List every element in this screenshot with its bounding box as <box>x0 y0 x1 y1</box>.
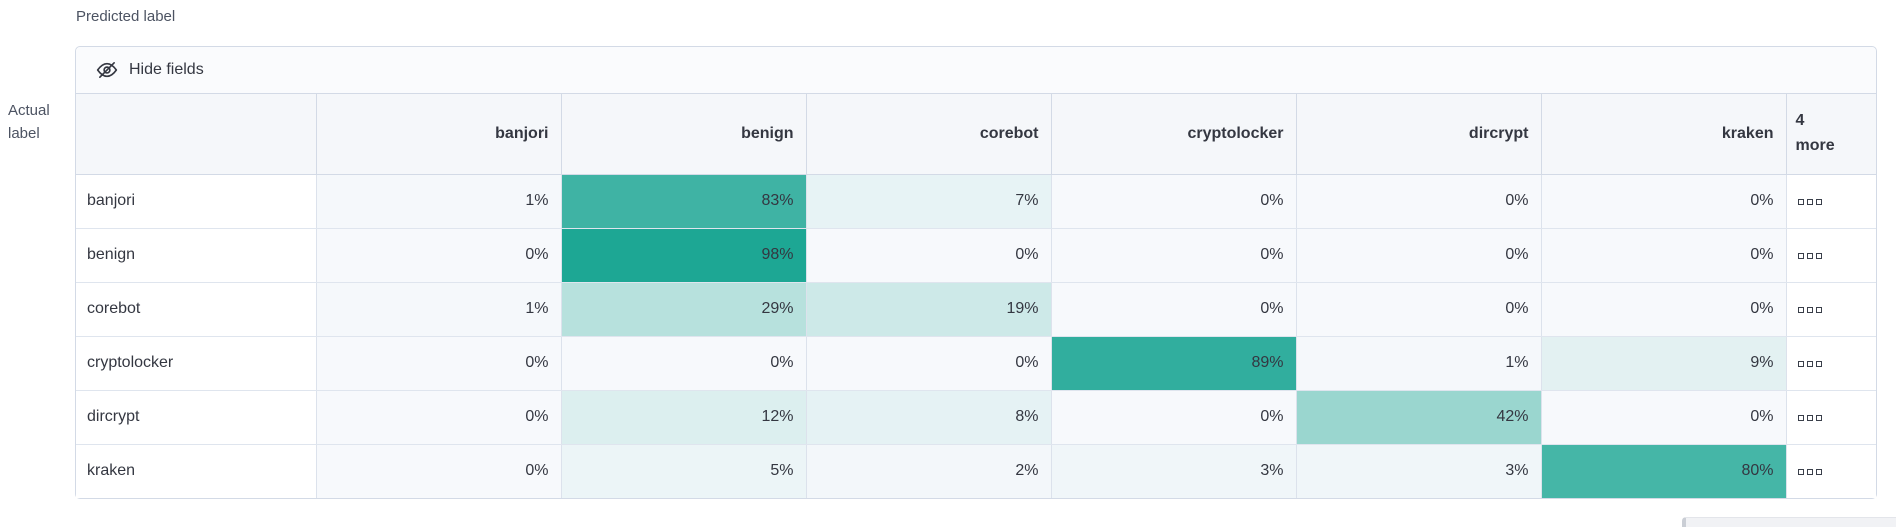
matrix-cell: 2% <box>805 444 1051 498</box>
matrix-cell: 0% <box>315 444 561 498</box>
matrix-cell: 3% <box>1050 444 1296 498</box>
matrix-cell: 80% <box>1540 444 1786 498</box>
matrix-cell: 0% <box>1295 174 1541 229</box>
matrix-cell: 3% <box>1295 444 1541 498</box>
hide-fields-label: Hide fields <box>129 61 204 78</box>
matrix-cell: 1% <box>315 174 561 229</box>
matrix-cell: 0% <box>1540 228 1786 283</box>
more-columns-cell[interactable] <box>1785 174 1876 229</box>
matrix-cell: 0% <box>1295 228 1541 283</box>
boxes-horizontal-icon <box>1797 415 1822 421</box>
matrix-cell: 83% <box>560 174 806 229</box>
boxes-horizontal-icon <box>1797 469 1822 476</box>
column-header-cryptolocker[interactable]: cryptolocker <box>1050 94 1296 175</box>
more-columns-cell[interactable] <box>1785 336 1876 391</box>
matrix-cell: 0% <box>1540 390 1786 445</box>
matrix-cell: 98% <box>560 228 806 283</box>
hide-fields-button[interactable]: Hide fields <box>76 47 1876 94</box>
matrix-cell: 0% <box>1295 282 1541 337</box>
confusion-matrix-panel: Hide fields banjori benign corebot cryptolo… <box>75 46 1877 499</box>
boxes-horizontal-icon <box>1797 361 1822 367</box>
actual-label: Actual label <box>8 102 50 142</box>
matrix-cell: 42% <box>1295 390 1541 445</box>
row-label-cell: dircrypt <box>76 390 316 445</box>
matrix-cell: 7% <box>805 174 1051 229</box>
matrix-cell: 0% <box>1050 228 1296 283</box>
boxes-horizontal-icon <box>1797 307 1822 313</box>
matrix-cell: 8% <box>805 390 1051 445</box>
matrix-row-banjori: banjori 1% 83% 7% 0% 0% 0% <box>76 174 1876 229</box>
matrix-cell: 1% <box>1295 336 1541 391</box>
matrix-cell: 29% <box>560 282 806 337</box>
more-columns-header[interactable]: 4 more <box>1785 94 1876 175</box>
boxes-horizontal-icon <box>1797 253 1822 259</box>
more-columns-cell[interactable] <box>1785 390 1876 445</box>
matrix-row-cryptolocker: cryptolocker 0% 0% 0% 89% 1% 9% <box>76 336 1876 391</box>
matrix-cell: 0% <box>1540 174 1786 229</box>
matrix-row-corebot: corebot 1% 29% 19% 0% 0% 0% <box>76 282 1876 337</box>
matrix-cell: 12% <box>560 390 806 445</box>
column-header-kraken[interactable]: kraken <box>1540 94 1786 175</box>
column-header-banjori[interactable]: banjori <box>315 94 561 175</box>
more-columns-cell[interactable] <box>1785 282 1876 337</box>
column-header-dircrypt[interactable]: dircrypt <box>1295 94 1541 175</box>
matrix-row-kraken: kraken 0% 5% 2% 3% 3% 80% <box>76 444 1876 498</box>
matrix-body: banjori 1% 83% 7% 0% 0% 0% benign 0% 98% 0% 0% 0% 0% c… <box>76 174 1876 498</box>
matrix-cell: 0% <box>315 228 561 283</box>
matrix-cell: 0% <box>315 336 561 391</box>
eye-closed-icon <box>96 59 118 81</box>
column-header-benign[interactable]: benign <box>560 94 806 175</box>
matrix-cell: 0% <box>315 390 561 445</box>
row-label-cell: corebot <box>76 282 316 337</box>
matrix-cell: 89% <box>1050 336 1296 391</box>
matrix-row-benign: benign 0% 98% 0% 0% 0% 0% <box>76 228 1876 283</box>
header-row: banjori benign corebot cryptolocker dircrypt… <box>76 94 1876 175</box>
row-label-cell: cryptolocker <box>76 336 316 391</box>
matrix-cell: 9% <box>1540 336 1786 391</box>
more-columns-cell[interactable] <box>1785 228 1876 283</box>
row-label-cell: kraken <box>76 444 316 498</box>
confusion-matrix-table: banjori benign corebot cryptolocker dircrypt… <box>76 94 1876 498</box>
row-label-cell: benign <box>76 228 316 283</box>
column-header-corebot[interactable]: corebot <box>805 94 1051 175</box>
matrix-cell: 0% <box>1050 390 1296 445</box>
matrix-cell: 0% <box>560 336 806 391</box>
matrix-cell: 0% <box>1050 282 1296 337</box>
corner-cell <box>76 94 316 175</box>
predicted-label: Predicted label <box>76 8 176 25</box>
matrix-cell: 0% <box>805 228 1051 283</box>
row-label-cell: banjori <box>76 174 316 229</box>
matrix-row-dircrypt: dircrypt 0% 12% 8% 0% 42% 0% <box>76 390 1876 445</box>
matrix-cell: 0% <box>805 336 1051 391</box>
matrix-cell: 1% <box>315 282 561 337</box>
matrix-cell: 0% <box>1050 174 1296 229</box>
matrix-cell: 0% <box>1540 282 1786 337</box>
horizontal-scrollbar-thumb[interactable] <box>1682 517 1896 527</box>
more-columns-cell[interactable] <box>1785 444 1876 498</box>
matrix-cell: 19% <box>805 282 1051 337</box>
matrix-header: banjori benign corebot cryptolocker dircrypt… <box>76 94 1876 175</box>
matrix-cell: 5% <box>560 444 806 498</box>
boxes-horizontal-icon <box>1797 199 1822 205</box>
